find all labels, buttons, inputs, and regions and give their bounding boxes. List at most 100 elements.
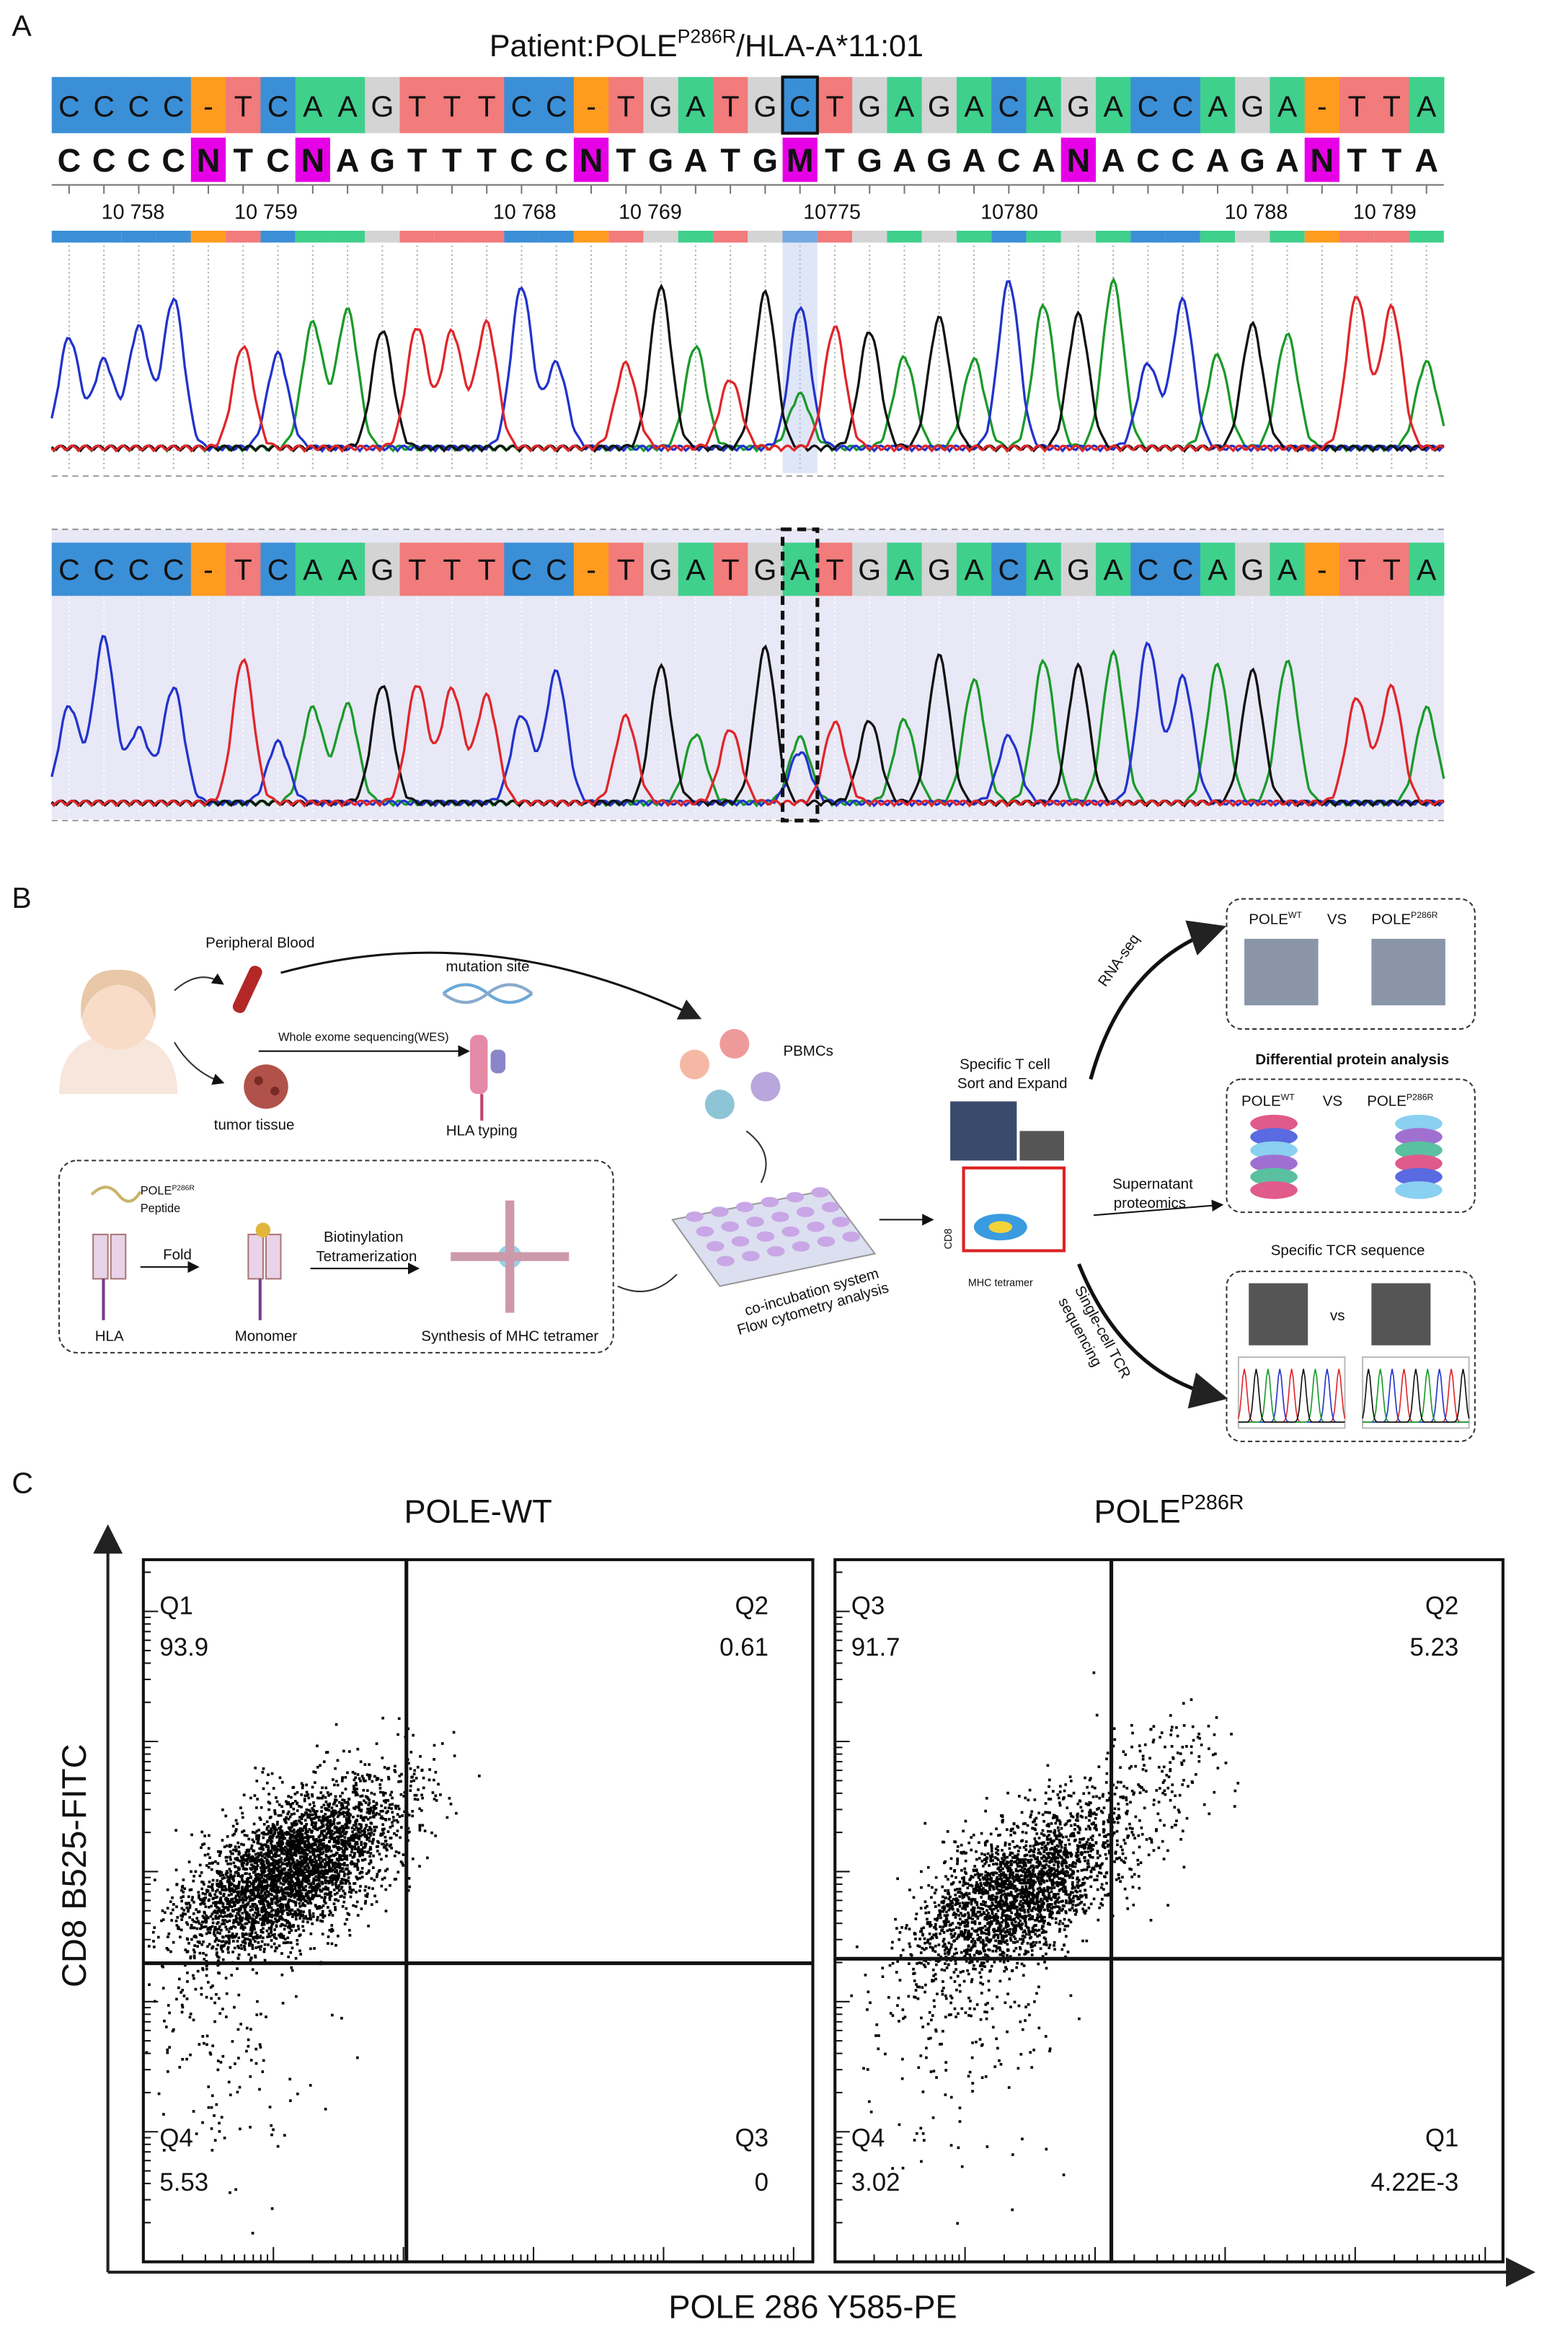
base-cell xyxy=(434,542,470,596)
event xyxy=(314,1826,317,1829)
event xyxy=(227,1951,230,1954)
event xyxy=(205,1995,208,1999)
event xyxy=(249,1959,252,1962)
event xyxy=(243,1834,247,1837)
event xyxy=(256,1895,260,1899)
event xyxy=(262,1843,265,1847)
event xyxy=(981,1876,985,1879)
event xyxy=(274,1876,278,1879)
event xyxy=(199,1927,202,1930)
event xyxy=(247,2044,250,2048)
base-cell xyxy=(956,76,992,133)
event xyxy=(293,1894,297,1898)
event xyxy=(305,1845,309,1849)
event xyxy=(304,1828,308,1832)
event xyxy=(340,1830,344,1834)
event xyxy=(944,1915,948,1919)
event xyxy=(262,1903,265,1906)
hla-icon xyxy=(490,1049,506,1074)
event xyxy=(291,1843,295,1847)
event xyxy=(353,1882,355,1885)
event xyxy=(341,1867,345,1870)
event xyxy=(266,1832,270,1836)
event xyxy=(232,1861,236,1865)
event xyxy=(291,1858,294,1862)
base-letter: C xyxy=(546,553,567,586)
event xyxy=(413,1769,417,1772)
event xyxy=(969,2000,972,2003)
event xyxy=(1016,1869,1019,1873)
event xyxy=(989,1859,993,1863)
event xyxy=(360,1794,364,1798)
strip-cell xyxy=(852,230,887,243)
event xyxy=(260,1858,263,1861)
event xyxy=(327,1821,331,1824)
event xyxy=(394,1804,397,1808)
event xyxy=(286,1940,290,1944)
label: VS xyxy=(1323,1093,1342,1110)
event xyxy=(327,1826,330,1829)
event xyxy=(318,1815,322,1819)
event xyxy=(264,1878,267,1882)
event xyxy=(325,1832,329,1836)
called-letter: G xyxy=(1240,142,1265,179)
event xyxy=(289,1941,293,1944)
event xyxy=(946,1929,949,1933)
event xyxy=(311,1842,314,1846)
event xyxy=(309,1835,312,1838)
event xyxy=(440,1742,444,1745)
event xyxy=(145,2051,149,2054)
event xyxy=(293,1873,296,1876)
event xyxy=(422,1786,425,1790)
event xyxy=(354,1776,358,1780)
event xyxy=(211,1912,214,1916)
event xyxy=(314,1892,318,1896)
event xyxy=(303,1895,306,1899)
called-letter: C xyxy=(266,142,290,179)
event xyxy=(418,1865,421,1868)
event xyxy=(327,1865,331,1868)
event xyxy=(270,1849,273,1853)
event xyxy=(188,1904,192,1907)
event xyxy=(298,1816,301,1819)
event xyxy=(262,1787,265,1790)
event xyxy=(304,1832,307,1835)
event xyxy=(1044,1811,1047,1814)
event xyxy=(298,1902,301,1905)
event xyxy=(199,1898,202,1901)
label-sup: P286R xyxy=(1411,910,1438,920)
event xyxy=(308,1889,311,1893)
well xyxy=(832,1217,850,1227)
event xyxy=(321,1865,324,1868)
event xyxy=(296,1846,299,1849)
event xyxy=(167,1935,169,1938)
trace-G xyxy=(50,283,1445,454)
event xyxy=(280,1952,283,1955)
event xyxy=(366,1807,369,1811)
arrow xyxy=(280,951,702,1020)
event xyxy=(332,1902,336,1905)
base-letter: C xyxy=(1172,89,1194,123)
label: Specific TCR sequence xyxy=(1271,1242,1425,1259)
event xyxy=(363,1902,367,1905)
event xyxy=(266,1865,270,1868)
event xyxy=(348,1882,351,1885)
event xyxy=(237,1850,241,1853)
event xyxy=(306,1865,310,1868)
base-letter: T xyxy=(234,553,252,586)
event xyxy=(449,1802,453,1806)
event xyxy=(340,1847,343,1850)
event xyxy=(316,1867,319,1871)
event xyxy=(351,1770,355,1774)
event xyxy=(1062,1858,1065,1861)
event xyxy=(316,1918,319,1922)
event xyxy=(290,1862,293,1865)
face-shoulder xyxy=(58,1035,177,1095)
event xyxy=(1042,1819,1045,1823)
event xyxy=(178,1977,181,1981)
event xyxy=(282,1834,285,1838)
base-cell xyxy=(748,542,784,596)
event xyxy=(337,1876,340,1879)
event xyxy=(294,1956,298,1960)
base-letter: G xyxy=(371,553,394,586)
